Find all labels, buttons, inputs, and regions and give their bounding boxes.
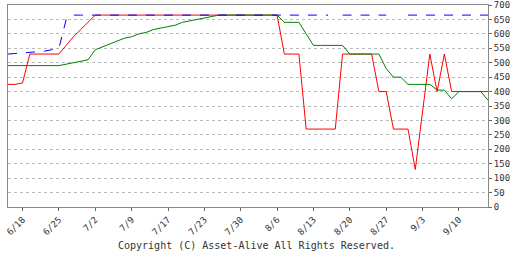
svg-text:650: 650 — [494, 15, 510, 25]
svg-text:50: 50 — [494, 188, 505, 198]
svg-text:Copyright (C) Asset-Alive All: Copyright (C) Asset-Alive All Rights Res… — [118, 240, 395, 251]
svg-text:7/17: 7/17 — [150, 215, 172, 237]
svg-text:7/9: 7/9 — [118, 215, 137, 234]
svg-text:0: 0 — [494, 202, 499, 212]
svg-text:8/6: 8/6 — [263, 215, 282, 234]
svg-text:550: 550 — [494, 43, 510, 53]
svg-text:700: 700 — [494, 0, 510, 10]
svg-text:500: 500 — [494, 58, 510, 68]
svg-text:6/25: 6/25 — [41, 215, 63, 237]
svg-text:9/3: 9/3 — [409, 215, 428, 234]
svg-text:200: 200 — [494, 144, 510, 154]
svg-text:8/27: 8/27 — [368, 215, 390, 237]
svg-text:8/20: 8/20 — [332, 215, 354, 237]
svg-text:7/30: 7/30 — [223, 215, 245, 237]
svg-text:7/2: 7/2 — [81, 215, 100, 234]
svg-text:350: 350 — [494, 101, 510, 111]
svg-text:100: 100 — [494, 173, 510, 183]
svg-text:6/18: 6/18 — [5, 215, 27, 237]
svg-text:450: 450 — [494, 72, 510, 82]
svg-text:400: 400 — [494, 87, 510, 97]
svg-text:150: 150 — [494, 159, 510, 169]
svg-text:9/10: 9/10 — [441, 215, 463, 237]
svg-text:7/23: 7/23 — [187, 215, 209, 237]
svg-text:8/13: 8/13 — [296, 215, 318, 237]
svg-text:300: 300 — [494, 116, 510, 126]
svg-text:250: 250 — [494, 130, 510, 140]
svg-text:600: 600 — [494, 29, 510, 39]
